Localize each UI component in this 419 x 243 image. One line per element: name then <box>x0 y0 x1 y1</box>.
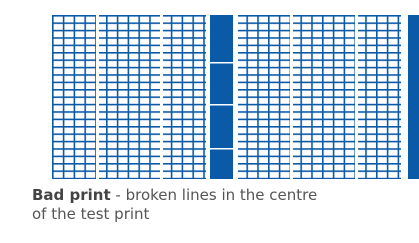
caption-heading: Bad print <box>32 186 111 204</box>
caption: Bad print - broken lines in the centre o… <box>32 186 419 224</box>
caption-text: - broken lines in the centre <box>115 186 317 204</box>
test-pattern <box>0 0 419 180</box>
page: {"caption": {"heading": "Bad print", "li… <box>0 0 419 243</box>
caption-text: of the test print <box>32 205 419 224</box>
